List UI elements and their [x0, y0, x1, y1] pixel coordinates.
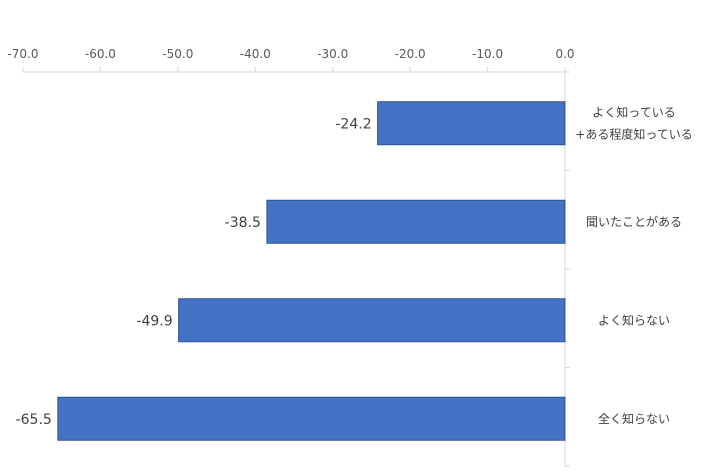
data-label: -24.2: [335, 116, 371, 132]
bar: [266, 199, 566, 244]
bar: [57, 396, 566, 441]
x-tick-label: -60.0: [85, 47, 116, 61]
data-label: -38.5: [225, 215, 261, 231]
category-label: 全く知らない: [598, 411, 670, 426]
x-tick-label: -50.0: [162, 47, 193, 61]
axis-layer: -70.0 -60.0 -50.0 -40.0 -30.0 -20.0 -10.0 0.0: [7, 47, 575, 467]
x-tick-label: -40.0: [240, 47, 271, 61]
bar: [178, 298, 566, 343]
x-tick-label: 0.0: [555, 47, 574, 61]
x-tick-label: -10.0: [472, 47, 503, 61]
x-tick-label: -70.0: [7, 47, 38, 61]
data-label: -65.5: [16, 412, 52, 428]
category-label: よく知らない: [598, 313, 670, 327]
data-label: -49.9: [136, 313, 172, 329]
x-tick-label: -30.0: [317, 47, 348, 61]
bar: [377, 101, 566, 146]
category-label: +ある程度知っている: [575, 126, 692, 141]
x-tick-label: -20.0: [395, 47, 426, 61]
category-label: 聞いたことがある: [586, 214, 682, 229]
category-label: よく知っている: [592, 105, 675, 119]
labels-layer: -24.2 よく知っている +ある程度知っている -38.5 聞いたことがある -49.9…: [16, 105, 693, 428]
bars-layer: [57, 101, 566, 441]
